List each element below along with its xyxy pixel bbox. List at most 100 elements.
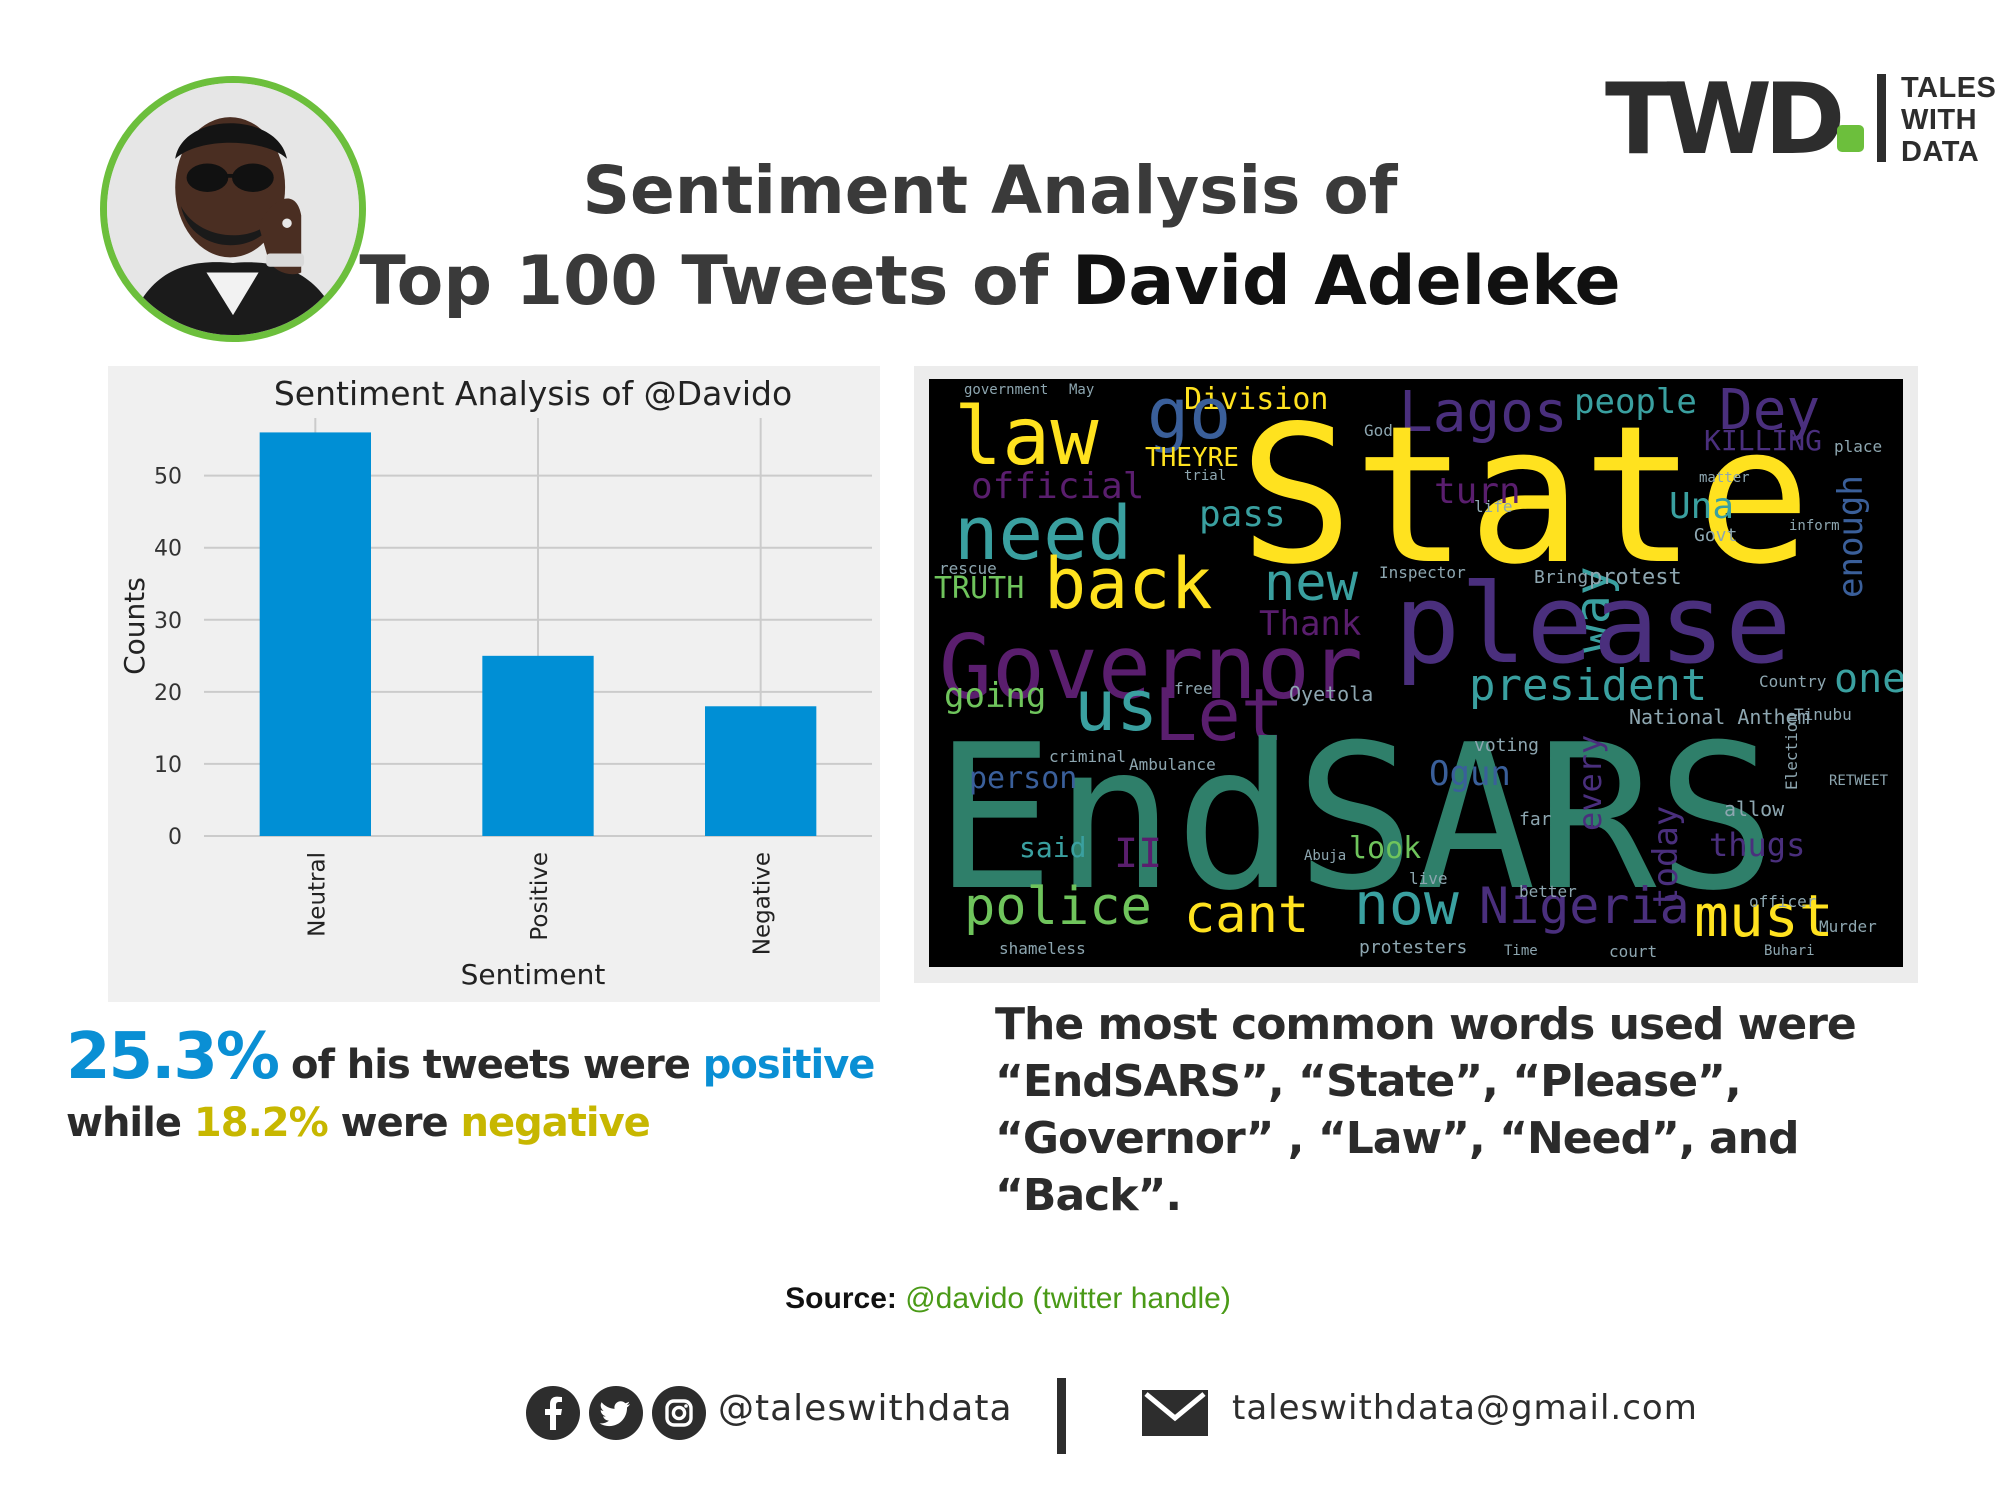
cloud-word: Inspector — [1379, 563, 1466, 582]
cloud-word: Time — [1504, 943, 1538, 959]
cloud-word: TRUTH — [934, 571, 1025, 606]
chart-bars — [259, 432, 817, 836]
cloud-word: Thank — [1259, 604, 1362, 644]
cloud-word: us — [1074, 665, 1159, 747]
common-words-summary: The most common words used were “EndSARS… — [995, 999, 1857, 1221]
chart-y-axis-label: Counts — [118, 577, 151, 675]
cloud-word: turn — [1434, 471, 1521, 512]
x-tick-label: Positive — [527, 852, 553, 941]
chart-svg: Sentiment Analysis of @Davido 0 10 20 30 40 5… — [118, 374, 872, 991]
mail-icon[interactable] — [1140, 1388, 1210, 1438]
cloud-word: Oyetola — [1289, 682, 1374, 706]
footer: @taleswithdata taleswithdata@gmail.com — [0, 1378, 2016, 1454]
sentiment-summary: 25.3% of his tweets were positive while … — [66, 1020, 876, 1152]
cloud-word: Nigeria — [1479, 877, 1690, 935]
cloud-word: better — [1519, 882, 1577, 901]
cloud-word: Let — [1154, 673, 1285, 757]
cloud-word: new — [1264, 553, 1358, 613]
cloud-word: place — [1834, 437, 1883, 456]
y-tick-label: 50 — [154, 465, 182, 490]
cloud-word: life — [1474, 497, 1513, 516]
cloud-word: need — [954, 491, 1133, 577]
cloud-word: look — [1349, 831, 1422, 866]
sentiment-bar-chart: Sentiment Analysis of @Davido 0 10 20 30 40 5… — [108, 366, 880, 1002]
cloud-word: Govt — [1694, 525, 1738, 546]
cloud-word: voting — [1474, 735, 1540, 756]
twitter-icon[interactable] — [589, 1386, 643, 1440]
cloud-word: trial — [1184, 468, 1227, 484]
source-value: @davido (twitter handle) — [905, 1282, 1231, 1315]
cloud-word: Ogun — [1429, 754, 1511, 794]
brand-divider — [1877, 74, 1886, 162]
y-tick-label: 30 — [154, 609, 182, 634]
cloud-word: please — [1394, 560, 1792, 688]
brand-mark: TWD — [1605, 63, 1845, 177]
cloud-word: today — [1646, 805, 1686, 908]
cloud-word: KILLING — [1704, 424, 1823, 457]
cloud-word: matter — [1699, 470, 1750, 486]
cloud-word: Governor — [939, 616, 1363, 719]
brand-dot — [1837, 125, 1864, 152]
cloud-word: official — [971, 466, 1145, 507]
facebook-icon[interactable] — [526, 1386, 580, 1440]
page-title-line-1: Sentiment Analysis of — [582, 152, 1398, 229]
cloud-word: go — [1147, 379, 1232, 455]
cloud-word: God — [1364, 421, 1393, 440]
cloud-word: protest — [1589, 565, 1682, 590]
cloud-word: enough — [1831, 474, 1871, 598]
cloud-word: inform — [1789, 518, 1840, 534]
x-tick-label: Negative — [750, 852, 776, 955]
subject-name: David Adeleke — [1071, 242, 1621, 321]
positive-percentage: 25.3% — [66, 1020, 280, 1094]
cloud-word: allow — [1724, 797, 1785, 821]
cloud-word: back — [1044, 543, 1213, 625]
word-cloud-panel: government May Division Lagos people Dey law go… — [914, 366, 1918, 983]
cloud-word: one — [1834, 656, 1903, 702]
cloud-word: Country — [1759, 672, 1827, 691]
cloud-word: president — [1469, 660, 1708, 711]
cloud-word: Buhari — [1764, 943, 1815, 959]
cloud-word: far — [1519, 809, 1552, 830]
cloud-word: II — [1114, 831, 1163, 877]
positive-word: positive — [702, 1042, 876, 1088]
cloud-word: Division — [1184, 382, 1329, 417]
source-credit: Source: @davido (twitter handle) — [0, 1282, 2016, 1316]
cloud-word: cant — [1184, 885, 1310, 945]
page-title-line-2: Top 100 Tweets of David Adeleke — [359, 242, 1621, 321]
profile-avatar — [100, 76, 366, 342]
cloud-word: THEYRE — [1145, 443, 1239, 473]
negative-word: negative — [460, 1100, 651, 1146]
social-handle[interactable]: @taleswithdata — [718, 1388, 1013, 1429]
cloud-word: Tinubu — [1794, 705, 1852, 724]
cloud-word: Lagos — [1399, 380, 1568, 445]
negative-percentage: 18.2% — [193, 1100, 329, 1146]
cloud-word: every — [1571, 735, 1609, 832]
summary-line-2: while 18.2% were negative — [66, 1100, 651, 1146]
chart-x-ticks: Neutral Positive Negative — [304, 852, 775, 955]
avatar-portrait-illustration — [107, 83, 359, 335]
cloud-word: officer — [1749, 892, 1817, 911]
cloud-word: live — [1409, 869, 1448, 888]
instagram-icon[interactable] — [652, 1386, 706, 1440]
summary-line-1: 25.3% of his tweets were positive — [66, 1020, 876, 1094]
cloud-word: criminal — [1049, 747, 1127, 766]
cloud-word: Election — [1782, 713, 1801, 791]
y-tick-label: 10 — [154, 753, 182, 778]
cloud-word: person — [969, 761, 1078, 796]
cloud-word: State — [1239, 385, 1811, 606]
cloud-word: free — [1174, 679, 1213, 698]
word-cloud: government May Division Lagos people Dey law go… — [929, 379, 1903, 967]
cloud-word: EndSARS — [934, 702, 1777, 935]
y-tick-label: 20 — [154, 681, 182, 706]
chart-x-axis-label: Sentiment — [461, 958, 606, 991]
brand-logo: TWD TALES WITH DATA — [1605, 63, 1996, 177]
contact-email[interactable]: taleswithdata@gmail.com — [1232, 1388, 1698, 1428]
cloud-word: police — [964, 877, 1152, 937]
cloud-word: rescue — [939, 559, 997, 578]
brand-text: TALES WITH DATA — [1901, 72, 1997, 168]
cloud-word: now — [1354, 870, 1459, 938]
bar-negative — [705, 706, 817, 836]
cloud-word: thugs — [1709, 826, 1806, 864]
cloud-word: Ambulance — [1129, 755, 1216, 774]
cloud-word: May — [1069, 382, 1095, 398]
